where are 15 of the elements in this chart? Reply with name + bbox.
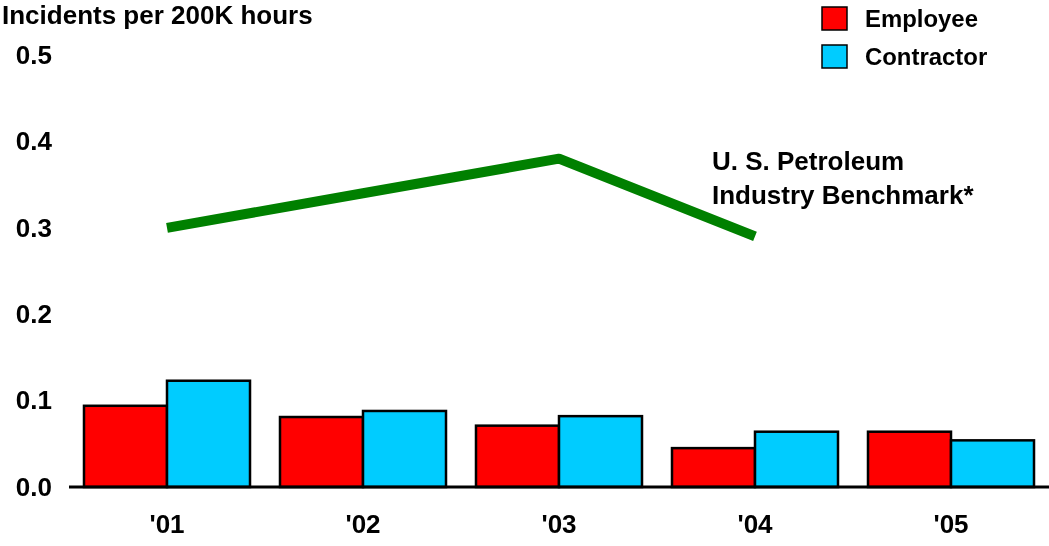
y-tick-label: 0.3 (15, 212, 52, 243)
legend-label: Contractor (865, 43, 988, 71)
legend-label: Employee (865, 5, 978, 33)
y-tick-label: 0.0 (15, 471, 52, 502)
x-tick-label: '01 (149, 509, 185, 540)
x-tick-label: '02 (345, 509, 381, 540)
y-tick-label: 0.1 (15, 385, 52, 416)
series-label: U. S. Petroleum Industry Benchmark* (712, 146, 975, 211)
y-tick-label: 0.4 (15, 126, 53, 157)
y-tick-label: 0.2 (15, 299, 52, 330)
x-tick-label: '04 (737, 509, 774, 540)
x-tick-label: '05 (933, 509, 969, 540)
y-axis-title: Incidents per 200K hours (2, 0, 313, 30)
y-tick-label: 0.5 (15, 39, 52, 70)
x-tick-label: '03 (541, 509, 577, 540)
